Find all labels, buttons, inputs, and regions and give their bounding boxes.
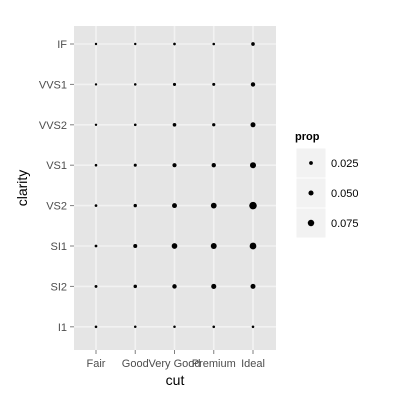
legend-label: 0.075 (331, 218, 359, 230)
legend-label: 0.050 (331, 188, 359, 200)
data-point (94, 42, 98, 46)
data-point (173, 325, 176, 329)
data-point (251, 42, 255, 46)
data-point (249, 242, 257, 250)
x-tick-label: Fair (87, 358, 106, 370)
data-point (172, 203, 177, 209)
data-point (212, 123, 216, 127)
legend-symbol (308, 190, 314, 196)
y-tick-label: SI1 (50, 241, 67, 253)
legend-symbol (309, 161, 313, 165)
y-tick-label: SI2 (50, 281, 67, 293)
data-point (250, 82, 256, 87)
y-tick-label: VVS2 (39, 120, 67, 132)
data-point (251, 325, 255, 329)
x-tick-label: Ideal (241, 358, 265, 370)
data-point (94, 284, 98, 288)
legend-label: 0.025 (331, 158, 359, 170)
y-tick-label: VS2 (46, 201, 67, 213)
data-point (210, 243, 217, 249)
data-point (249, 162, 257, 169)
data-point (172, 163, 177, 168)
data-point (211, 163, 216, 168)
data-point (249, 201, 257, 210)
x-tick-label: Very Good (149, 358, 201, 370)
legend: prop 0.025 0.050 0.075 (295, 131, 359, 239)
data-point (133, 325, 137, 329)
y-tick-label: VS1 (46, 160, 67, 172)
data-point (133, 203, 137, 208)
y-axis-title: clarity (14, 170, 30, 207)
data-point (134, 42, 137, 46)
data-point (171, 243, 178, 249)
data-point (212, 325, 216, 329)
data-point (250, 122, 256, 128)
data-point (94, 325, 98, 329)
y-tick-label: VVS1 (39, 79, 67, 91)
y-tick-label: IF (57, 39, 67, 51)
data-point (173, 42, 176, 46)
data-point (172, 122, 177, 127)
data-point (133, 83, 137, 86)
data-point (94, 123, 98, 127)
legend-title: prop (295, 131, 320, 143)
data-point (133, 243, 138, 249)
data-point (133, 284, 137, 289)
data-point (94, 244, 98, 248)
data-point (212, 42, 216, 46)
data-point (212, 82, 216, 86)
x-axis-title: cut (166, 372, 185, 388)
data-point (94, 83, 98, 86)
data-point (172, 82, 177, 86)
legend-symbol (307, 219, 315, 227)
data-point (94, 163, 98, 167)
y-tick-label: I1 (58, 322, 67, 334)
data-point (133, 163, 137, 167)
x-tick-label: Premium (192, 358, 236, 370)
data-point (211, 283, 217, 289)
data-point (94, 204, 98, 207)
data-point (172, 284, 177, 289)
x-tick-label: Good (122, 358, 149, 370)
data-points (94, 42, 257, 329)
data-point (210, 202, 217, 209)
data-point (250, 283, 256, 289)
data-point (133, 123, 137, 127)
